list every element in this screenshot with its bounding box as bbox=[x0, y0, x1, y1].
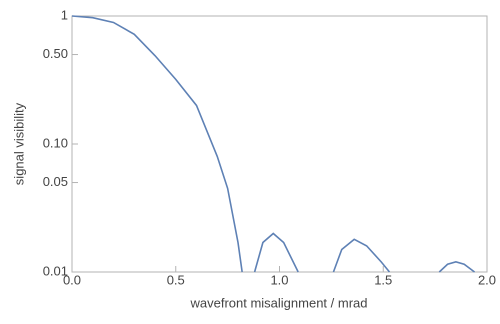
x-tick-label: 1.0 bbox=[270, 272, 288, 287]
x-axis-label: wavefront misalignment / mrad bbox=[189, 295, 367, 310]
y-tick-label: 1 bbox=[61, 7, 68, 22]
plot-frame bbox=[71, 15, 488, 273]
y-axis-label: signal visibility bbox=[11, 102, 26, 185]
x-tick-label: 0.0 bbox=[63, 272, 81, 287]
series-line bbox=[71, 15, 476, 273]
x-tick-label: 2.0 bbox=[478, 272, 496, 287]
y-tick-label: 0.10 bbox=[43, 135, 68, 150]
y-tick-label: 0.50 bbox=[43, 46, 68, 61]
y-tick-label: 0.01 bbox=[43, 263, 68, 278]
x-tick-label: 0.5 bbox=[167, 272, 185, 287]
y-tick-label: 0.05 bbox=[43, 174, 68, 189]
x-tick-label: 1.5 bbox=[374, 272, 392, 287]
